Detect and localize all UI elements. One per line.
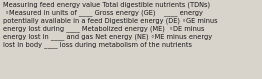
Text: Measuring feed energy value Total digestible nutrients (TDNs)
 ◦Measured in unit: Measuring feed energy value Total digest… xyxy=(3,2,218,48)
